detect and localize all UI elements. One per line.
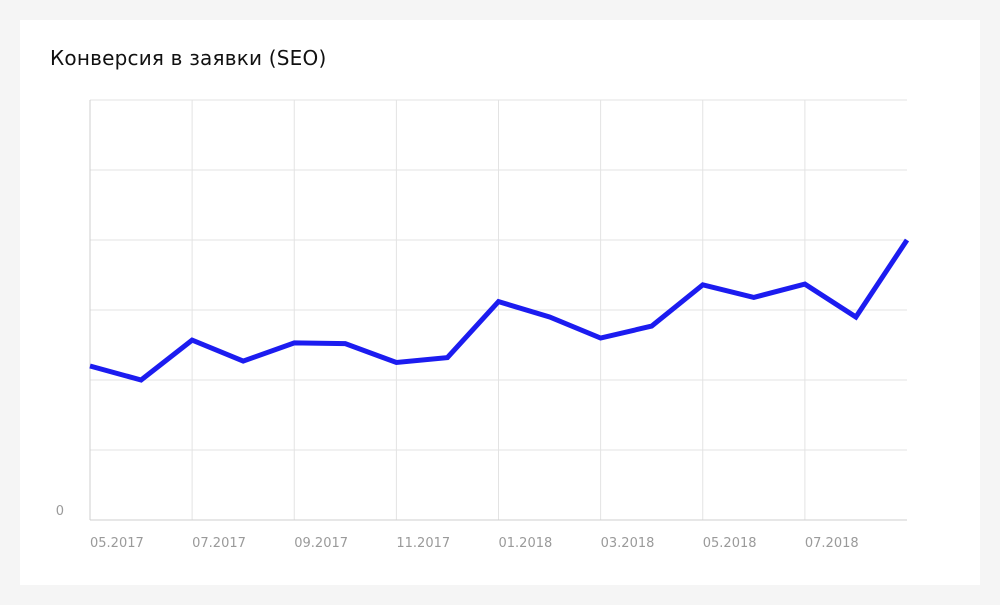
x-tick-labels: 05.2017 07.2017 09.2017 11.2017 01.2018 03.20… (90, 536, 859, 551)
y-tick-label: 0 (56, 504, 64, 519)
x-tick-label: 01.2018 (499, 536, 553, 551)
x-tick-label: 07.2018 (805, 536, 859, 551)
series-layer (89, 238, 910, 383)
vertical-gridlines (191, 100, 806, 520)
x-tick-label: 03.2018 (601, 536, 655, 551)
x-tick-label: 09.2017 (294, 536, 348, 551)
y-tick-labels: 0 (56, 504, 64, 519)
x-tick-label: 05.2017 (90, 536, 144, 551)
chart-title: Конверсия в заявки (SEO) (50, 46, 327, 70)
x-tick-label: 07.2017 (192, 536, 246, 551)
x-tick-label: 05.2018 (703, 536, 757, 551)
x-tick-label: 11.2017 (396, 536, 450, 551)
